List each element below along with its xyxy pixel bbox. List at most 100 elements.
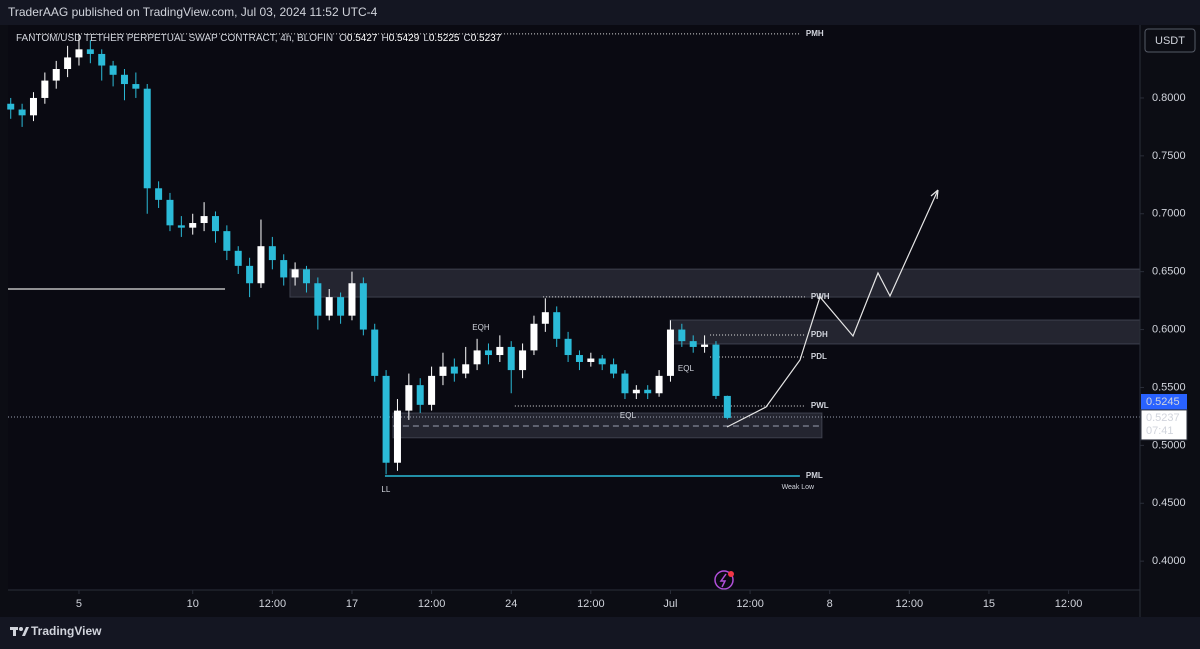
candle	[530, 315, 538, 356]
ohlc-key: C	[463, 33, 470, 44]
candle-body	[143, 88, 151, 189]
marker-price-box	[1141, 393, 1187, 410]
candle	[575, 350, 583, 371]
candle-body	[359, 283, 367, 330]
candle-body	[291, 269, 299, 278]
candle-body	[41, 80, 49, 98]
candle-body	[337, 297, 345, 316]
candle	[598, 355, 606, 371]
candle	[98, 49, 106, 81]
last-price: 0.5237	[1146, 412, 1180, 424]
candle	[519, 343, 527, 379]
candle	[200, 202, 208, 232]
candle	[701, 335, 709, 353]
candle-body	[484, 350, 492, 356]
candle-body	[416, 385, 424, 405]
candle	[314, 277, 322, 330]
candle-body	[598, 358, 606, 365]
zone	[392, 412, 823, 439]
candle-body	[462, 364, 470, 374]
candle	[29, 92, 37, 122]
alert-icon[interactable]	[714, 570, 734, 590]
candle-body	[268, 246, 276, 261]
candle-body	[52, 69, 60, 81]
level-label: PDL	[811, 352, 827, 361]
brand-logo	[10, 627, 29, 636]
plot-area	[8, 25, 1140, 590]
candle	[302, 265, 310, 293]
candle	[644, 385, 652, 400]
footer-bar	[0, 617, 1200, 649]
x-tick-label: 12:00	[1055, 598, 1083, 610]
y-tick-label: 0.7500	[1152, 150, 1186, 162]
candle	[655, 370, 663, 397]
candle	[416, 378, 424, 413]
top-bar	[0, 0, 1200, 25]
annotation: EQH	[472, 323, 490, 332]
candle	[610, 358, 618, 379]
candle-body	[132, 84, 140, 89]
level-label: PML	[806, 471, 823, 480]
candle-body	[507, 346, 515, 371]
candle-body	[655, 375, 663, 394]
currency[interactable]: USDT	[1155, 35, 1185, 47]
candle-body	[564, 338, 572, 356]
annotation: EQL	[620, 411, 637, 420]
candle-body	[712, 344, 720, 396]
candle-body	[120, 74, 128, 85]
candle-body	[98, 53, 106, 66]
candle-body	[64, 57, 72, 70]
zone	[289, 268, 1141, 298]
x-tick-label: 12:00	[418, 598, 446, 610]
y-tick-label: 0.6000	[1152, 323, 1186, 335]
candle	[64, 45, 72, 78]
x-tick-label: 8	[827, 598, 833, 610]
candle	[155, 181, 163, 208]
candle-body	[496, 346, 504, 356]
annotation: LL	[381, 485, 390, 494]
y-tick-label: 0.5500	[1152, 381, 1186, 393]
candle-body	[200, 216, 208, 224]
x-tick-label: 24	[505, 598, 517, 610]
candle	[211, 211, 219, 243]
candle	[393, 399, 401, 471]
candle	[621, 370, 629, 400]
candle-body	[450, 366, 458, 374]
candle	[75, 34, 83, 66]
candle-body	[530, 323, 538, 351]
candle	[484, 343, 492, 365]
candle	[359, 277, 367, 336]
candle	[541, 298, 549, 332]
x-tick-label: 15	[983, 598, 995, 610]
candle	[291, 262, 299, 286]
candle	[473, 338, 481, 371]
x-tick-label: 12:00	[896, 598, 924, 610]
y-tick-label: 0.4500	[1152, 497, 1186, 509]
candle	[382, 370, 390, 475]
candle-body	[428, 375, 436, 405]
x-tick-label: 17	[346, 598, 358, 610]
candle	[507, 341, 515, 394]
level-label: PMH	[806, 29, 824, 38]
ohlc-value: 0.5429	[389, 33, 420, 44]
candle-body	[473, 350, 481, 365]
candle	[689, 335, 697, 353]
candle-body	[587, 358, 595, 362]
candle	[564, 331, 572, 362]
x-tick-label: 12:00	[736, 598, 764, 610]
candle	[712, 341, 720, 400]
candle	[268, 236, 276, 270]
candle	[109, 60, 117, 87]
candle-body	[666, 329, 674, 376]
candle-body	[519, 350, 527, 371]
candle-body	[632, 389, 640, 394]
candle	[234, 246, 242, 274]
candle-body	[166, 199, 174, 226]
candle-body	[7, 103, 15, 110]
currency-button[interactable]	[1144, 28, 1196, 53]
annotation: Weak Low	[782, 484, 815, 491]
candle-body	[325, 297, 333, 316]
candle	[120, 69, 128, 101]
y-tick-label: 0.5000	[1152, 439, 1186, 451]
